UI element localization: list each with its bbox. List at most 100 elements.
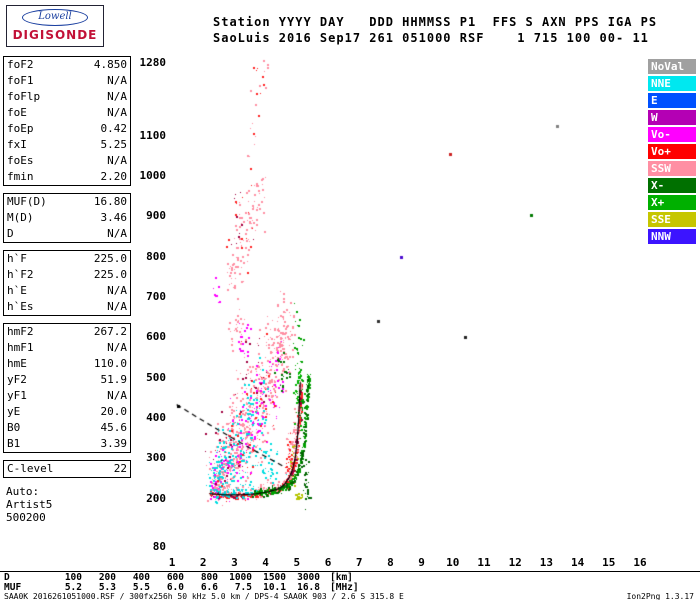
param-group: C-level 22 (3, 460, 131, 478)
legend-item: NNE (648, 76, 696, 91)
param-row: h`E N/A (4, 283, 130, 299)
muf-row-label: MUF (4, 582, 22, 593)
software-version: Ion2Png 1.3.17 (626, 592, 694, 600)
muf-row-label: D (4, 572, 10, 583)
param-row: h`F2 225.0 (4, 267, 130, 283)
param-value: N/A (107, 74, 127, 87)
muf-table-cell: 3000 (297, 572, 320, 583)
scaled-parameters-panel: foF2 4.850 foF1 N/A foFlp N/A foE N/A foEp 0.42 fx… (3, 56, 131, 524)
muf-row-unit: [MHz] (330, 582, 359, 593)
param-value: 3.46 (100, 211, 128, 224)
param-row: MUF(D) 16.80 (4, 194, 130, 210)
param-value: 51.9 (100, 373, 128, 386)
param-row: hmE 110.0 (4, 356, 130, 372)
lowell-logo-ellipse: Lowell (22, 9, 88, 26)
muf-distance-table: D 100 200 400 600 800 1000 1500 3000 [km] MUF 5.2 5.… (4, 573, 359, 593)
auto-info-line: 500200 (6, 511, 46, 524)
station-header-labels: Station YYYY DAY DDD HHMMSS P1 FFS S AXN… (213, 15, 658, 29)
param-label: yF1 (7, 389, 27, 402)
param-row: M(D) 3.46 (4, 210, 130, 226)
param-label: C-level (7, 462, 54, 475)
param-label: hmE (7, 357, 27, 370)
param-row: yF1 N/A (4, 388, 130, 404)
muf-table-cell: 6.0 (166, 582, 184, 593)
param-value: N/A (107, 341, 127, 354)
param-group: h`F 225.0 h`F2 225.0 h`E N/A h`Es N/A (3, 250, 131, 316)
muf-row-unit: [km] (330, 572, 353, 583)
param-label: h`F2 (7, 268, 34, 281)
param-value: 16.80 (93, 195, 127, 208)
auto-info-line: Auto: (6, 485, 40, 498)
param-row: fmin 2.20 (4, 169, 130, 185)
param-row: hmF1 N/A (4, 340, 130, 356)
param-label: foF1 (7, 74, 34, 87)
param-label: foF2 (7, 58, 34, 71)
param-label: foEs (7, 154, 34, 167)
param-label: D (7, 227, 14, 240)
param-value: N/A (107, 389, 127, 402)
param-label: fxI (7, 138, 27, 151)
param-label: h`Es (7, 300, 34, 313)
param-row: B1 3.39 (4, 436, 130, 452)
param-value: N/A (107, 154, 127, 167)
auto-info-line: Artist5 (6, 498, 53, 511)
file-info-footer: SAA0K_2016261051000.RSF / 300fx256h 50 k… (4, 592, 404, 600)
param-row: foEp 0.42 (4, 121, 130, 137)
param-value: N/A (107, 284, 127, 297)
param-value: 22 (113, 462, 127, 475)
muf-table-cell: 600 (166, 572, 184, 583)
legend-item: X- (648, 178, 696, 193)
param-value: 45.6 (100, 421, 128, 434)
autoscaling-info: Auto: Artist5 500200 (3, 485, 131, 524)
param-label: B1 (7, 437, 21, 450)
legend-item: NoVal (648, 59, 696, 74)
param-label: B0 (7, 421, 21, 434)
legend-item: SSW (648, 161, 696, 176)
param-label: hmF2 (7, 325, 34, 338)
muf-table-cell: 7.5 (234, 582, 252, 593)
param-value: 110.0 (93, 357, 127, 370)
param-label: yF2 (7, 373, 27, 386)
param-row: C-level 22 (4, 461, 130, 477)
param-label: hmF1 (7, 341, 34, 354)
muf-table-cell: 5.5 (132, 582, 150, 593)
doppler-direction-legend: NoVal NNE E W Vo- Vo+ SSW X- X+ SSE NNW (648, 59, 696, 246)
legend-item: Vo- (648, 127, 696, 142)
legend-item: NNW (648, 229, 696, 244)
param-label: foEp (7, 122, 34, 135)
param-value: 267.2 (93, 325, 127, 338)
param-label: fmin (7, 170, 34, 183)
muf-table-cell: 1000 (229, 572, 252, 583)
param-value: N/A (107, 300, 127, 313)
muf-table-cell: 1500 (263, 572, 286, 583)
param-value: 225.0 (93, 268, 127, 281)
muf-table-cell: 800 (200, 572, 218, 583)
param-row: foF2 4.850 (4, 57, 130, 73)
param-label: h`F (7, 252, 27, 265)
param-row: foF1 N/A (4, 73, 130, 89)
param-value: 2.20 (100, 170, 128, 183)
param-value: N/A (107, 106, 127, 119)
param-label: MUF(D) (7, 195, 47, 208)
muf-table-row: D 100 200 400 600 800 1000 1500 3000 [km] (4, 572, 359, 583)
station-header-values: SaoLuis 2016 Sep17 261 051000 RSF 1 715 … (213, 31, 649, 45)
muf-table-cell: 400 (132, 572, 150, 583)
muf-table-cell: 5.2 (64, 582, 82, 593)
param-group: MUF(D) 16.80 M(D) 3.46 D N/A (3, 193, 131, 243)
bottom-divider (0, 571, 700, 572)
muf-table-cell: 100 (64, 572, 82, 583)
legend-item: SSE (648, 212, 696, 227)
param-value: N/A (107, 90, 127, 103)
param-row: h`F 225.0 (4, 251, 130, 267)
muf-table-row: MUF 5.2 5.3 5.5 6.0 6.6 7.5 10.1 16.8 [MHz] (4, 582, 359, 593)
param-value: 5.25 (100, 138, 128, 151)
muf-table-cell: 16.8 (297, 582, 320, 593)
param-label: yE (7, 405, 21, 418)
param-row: B0 45.6 (4, 420, 130, 436)
muf-table-cell: 10.1 (263, 582, 286, 593)
lowell-logo-text: Lowell (38, 11, 72, 22)
param-row: foFlp N/A (4, 89, 130, 105)
legend-item: Vo+ (648, 144, 696, 159)
param-label: h`E (7, 284, 27, 297)
